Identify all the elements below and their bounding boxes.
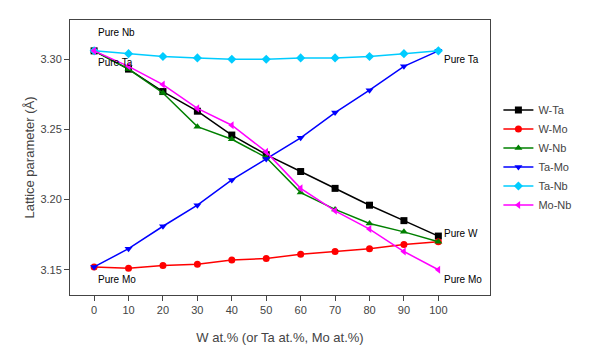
svg-text:50: 50: [260, 304, 272, 316]
svg-text:20: 20: [157, 304, 169, 316]
svg-text:Pure W: Pure W: [444, 228, 478, 239]
svg-text:Pure Mo: Pure Mo: [98, 274, 136, 285]
svg-text:Pure Ta: Pure Ta: [98, 57, 133, 68]
svg-text:3.20: 3.20: [40, 193, 61, 205]
svg-text:Ta-Mo: Ta-Mo: [538, 161, 569, 173]
svg-text:30: 30: [191, 304, 203, 316]
svg-text:90: 90: [398, 304, 410, 316]
svg-text:Pure Ta: Pure Ta: [444, 54, 479, 65]
svg-text:W-Mo: W-Mo: [538, 123, 567, 135]
svg-text:Mo-Nb: Mo-Nb: [538, 199, 571, 211]
svg-text:60: 60: [295, 304, 307, 316]
svg-text:W-Ta: W-Ta: [538, 104, 564, 116]
svg-text:Pure Mo: Pure Mo: [444, 274, 482, 285]
svg-text:0: 0: [91, 304, 97, 316]
svg-text:W at.% (or Ta at.%, Mo at.%): W at.% (or Ta at.%, Mo at.%): [196, 330, 363, 345]
svg-text:Pure Nb: Pure Nb: [98, 27, 135, 38]
svg-text:3.30: 3.30: [40, 53, 61, 65]
svg-text:W-Nb: W-Nb: [538, 142, 566, 154]
svg-text:Ta-Nb: Ta-Nb: [538, 180, 567, 192]
svg-text:70: 70: [329, 304, 341, 316]
svg-text:3.15: 3.15: [40, 264, 61, 276]
svg-text:100: 100: [429, 304, 447, 316]
svg-text:Lattice parameter (Å): Lattice parameter (Å): [22, 96, 37, 218]
svg-text:40: 40: [226, 304, 238, 316]
svg-text:10: 10: [122, 304, 134, 316]
svg-text:80: 80: [363, 304, 375, 316]
svg-text:3.25: 3.25: [40, 123, 61, 135]
